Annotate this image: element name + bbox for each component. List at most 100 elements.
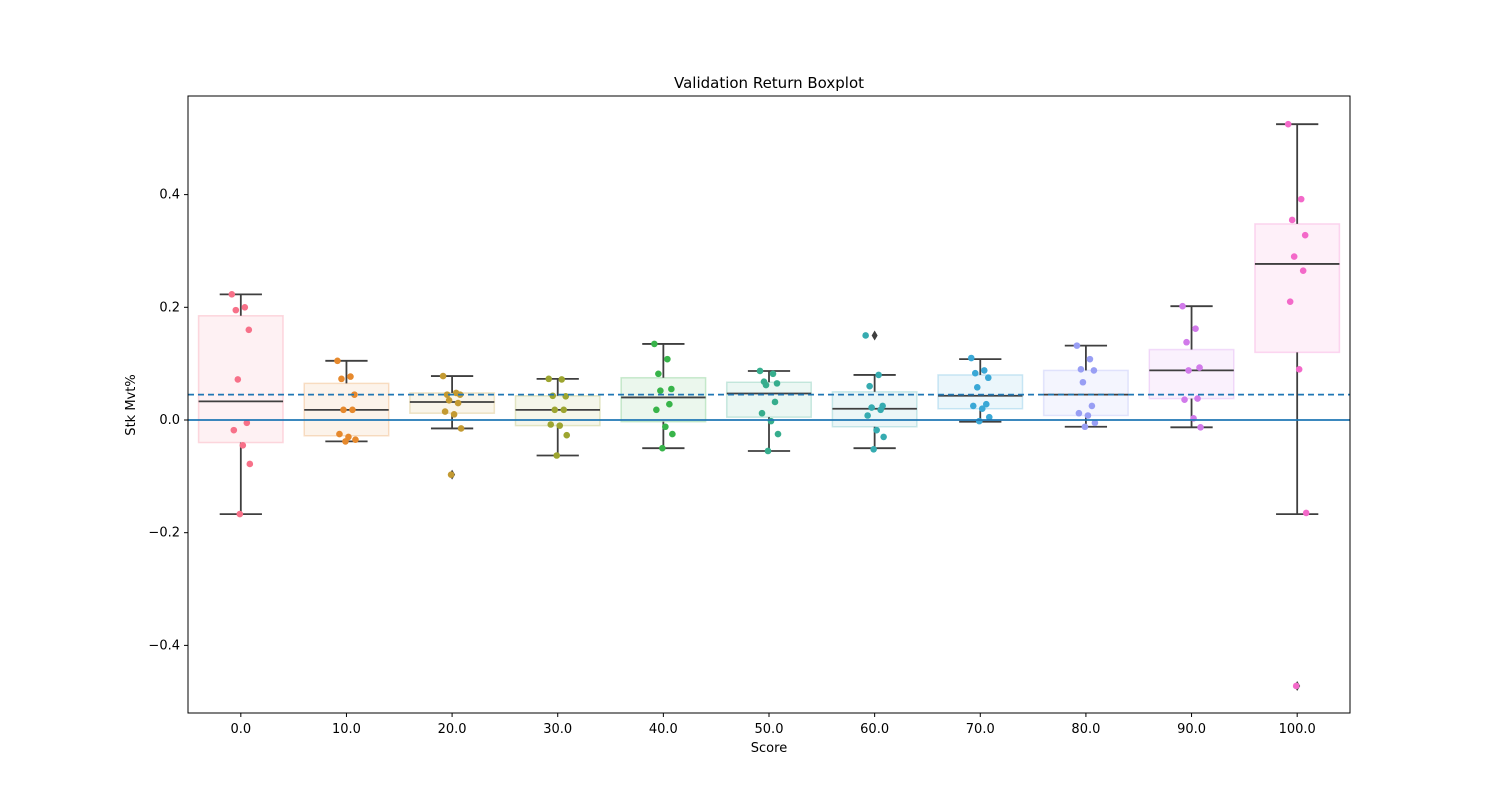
data-point [868, 404, 875, 411]
data-point [967, 354, 975, 362]
x-tick-label: 20.0 [438, 722, 467, 737]
data-point [664, 355, 671, 363]
data-point [241, 304, 249, 311]
data-point [1073, 342, 1081, 349]
data-point [230, 426, 238, 434]
data-point [450, 411, 458, 418]
data-point [875, 371, 882, 379]
y-tick-label: −0.4 [148, 638, 180, 653]
data-point [562, 393, 570, 400]
x-tick-label: 0.0 [230, 722, 251, 737]
data-point [246, 460, 254, 468]
data-point [1183, 338, 1190, 346]
data-point [1081, 423, 1089, 431]
data-point [666, 400, 673, 408]
y-axis-label: Stk Mvt% [124, 374, 139, 435]
x-tick-label: 70.0 [966, 722, 995, 737]
data-point [232, 306, 240, 314]
data-point [1075, 409, 1083, 417]
data-point [984, 374, 992, 382]
data-point [1284, 120, 1292, 128]
data-point [549, 392, 557, 400]
data-point [336, 430, 343, 438]
y-tick-label: 0.0 [159, 413, 180, 428]
data-point [445, 396, 453, 404]
data-point [243, 419, 251, 427]
data-point [228, 291, 236, 298]
x-tick-label: 40.0 [649, 722, 678, 737]
data-point [1079, 378, 1087, 386]
box-group-60.0 [831, 330, 918, 453]
data-point [1194, 395, 1201, 402]
data-point [657, 387, 664, 394]
data-point [756, 367, 764, 375]
data-point [973, 384, 981, 391]
data-point [239, 442, 247, 449]
box-group-70.0 [937, 354, 1024, 425]
x-axis-label: Score [751, 741, 787, 756]
data-point [1192, 325, 1199, 333]
data-point [651, 340, 658, 348]
data-point [1091, 419, 1099, 427]
data-point [347, 373, 354, 380]
data-point [443, 391, 451, 398]
data-point [454, 399, 462, 407]
data-point [773, 380, 781, 387]
data-point [1290, 253, 1298, 260]
data-point [1088, 402, 1096, 410]
data-point [774, 430, 782, 438]
data-point [978, 405, 986, 413]
data-point [662, 423, 669, 431]
data-point [553, 452, 561, 459]
data-point [551, 406, 559, 414]
box-group-0.0 [197, 291, 284, 518]
data-point [1086, 355, 1094, 363]
box [620, 376, 707, 423]
data-point [767, 417, 775, 425]
y-tick-label: 0.2 [159, 300, 180, 315]
data-point [457, 425, 465, 432]
data-point [352, 436, 359, 444]
data-point [769, 370, 777, 378]
data-point [982, 400, 990, 408]
chart-title: Validation Return Boxplot [674, 74, 864, 92]
x-tick-label: 30.0 [543, 722, 572, 737]
data-point [1301, 231, 1309, 239]
data-point [334, 357, 341, 365]
box-group-30.0 [514, 375, 601, 459]
box-group-20.0 [409, 372, 496, 480]
data-point [969, 402, 977, 410]
box [725, 381, 813, 418]
box-group-10.0 [303, 357, 390, 445]
data-point [236, 510, 244, 518]
box [1148, 348, 1235, 400]
data-point [762, 381, 770, 389]
data-point [1288, 216, 1296, 224]
y-tick-label: 0.4 [159, 188, 180, 203]
data-point [342, 438, 349, 445]
data-point [870, 445, 877, 453]
x-tick-label: 50.0 [755, 722, 784, 737]
data-point [669, 430, 676, 438]
data-point [1090, 367, 1098, 374]
data-point [545, 375, 553, 383]
data-point [1292, 682, 1300, 690]
y-tick-label: −0.2 [148, 526, 180, 541]
data-point [340, 406, 347, 414]
data-point [245, 326, 253, 334]
data-point [655, 370, 662, 378]
x-tick-label: 100.0 [1279, 722, 1316, 737]
box [937, 374, 1024, 410]
data-point [441, 408, 449, 415]
box-group-80.0 [1042, 342, 1129, 431]
plot-frame [187, 95, 1351, 714]
data-point [1077, 365, 1085, 373]
box-group-40.0 [620, 340, 707, 452]
data-point [563, 431, 571, 439]
data-point [234, 376, 242, 383]
data-point [1297, 195, 1305, 203]
data-point [1286, 298, 1294, 305]
data-point [771, 398, 779, 406]
data-point [349, 406, 356, 414]
